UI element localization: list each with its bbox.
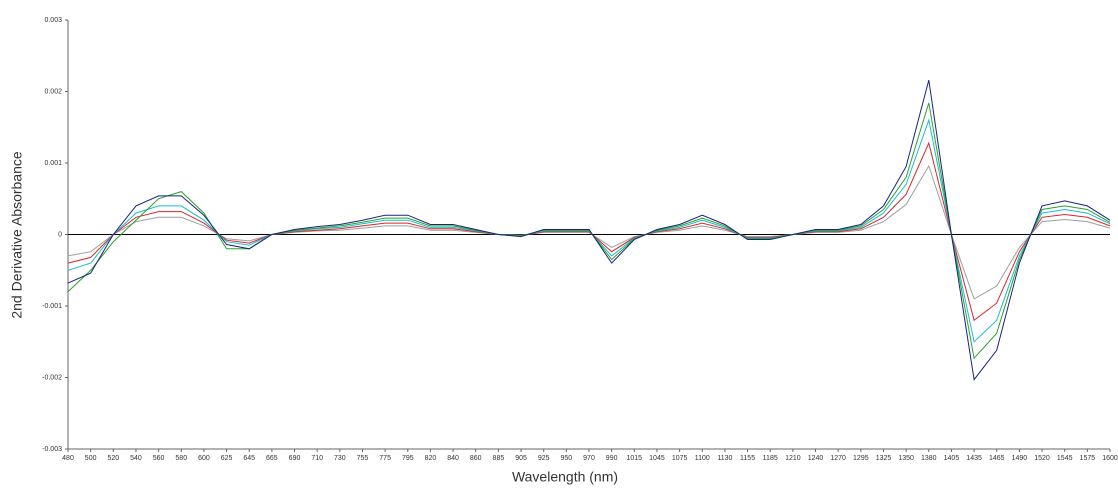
x-tick-label: 520 <box>107 455 119 462</box>
x-tick-label: 1520 <box>1034 455 1050 462</box>
x-tick-label: 1240 <box>808 455 824 462</box>
y-axis-label: 2nd Derivative Absorbance <box>9 151 25 319</box>
x-tick-label: 1435 <box>966 455 982 462</box>
x-tick-label: 885 <box>493 455 505 462</box>
x-tick-label: 1185 <box>763 455 778 462</box>
x-tick-label: 730 <box>334 455 346 462</box>
y-tick-label: 0.002 <box>44 88 62 95</box>
x-tick-label: 990 <box>606 455 618 462</box>
x-tick-label: 970 <box>583 455 595 462</box>
x-tick-label: 1270 <box>830 455 846 462</box>
x-tick-label: 1545 <box>1057 455 1073 462</box>
x-tick-label: 1490 <box>1012 455 1028 462</box>
x-tick-label: 820 <box>425 455 437 462</box>
x-tick-label: 1350 <box>898 455 914 462</box>
y-tick-label: 0 <box>58 231 62 238</box>
y-tick-label: 0.001 <box>44 160 62 167</box>
x-tick-label: 1405 <box>944 455 960 462</box>
y-tick-label: 0.003 <box>44 17 62 24</box>
x-tick-label: 665 <box>266 455 278 462</box>
x-tick-label: 860 <box>470 455 482 462</box>
x-tick-label: 905 <box>515 455 527 462</box>
y-tick-label: -0.003 <box>42 446 62 453</box>
spectrum-line <box>67 79 1111 381</box>
x-tick-label: 500 <box>85 455 97 462</box>
x-tick-label: 1575 <box>1080 455 1096 462</box>
y-tick-label: -0.002 <box>42 374 62 381</box>
x-tick-label: 480 <box>62 455 74 462</box>
x-tick-label: 1015 <box>627 455 643 462</box>
x-tick-label: 775 <box>379 455 391 462</box>
x-tick-label: 710 <box>311 455 323 462</box>
x-tick-label: 950 <box>561 455 573 462</box>
x-tick-label: 1075 <box>672 455 688 462</box>
x-tick-label: 1210 <box>785 455 801 462</box>
x-tick-label: 1465 <box>989 455 1005 462</box>
x-tick-label: 560 <box>153 455 165 462</box>
spectrum-line <box>67 164 1111 300</box>
x-tick-label: 645 <box>243 455 255 462</box>
x-tick-label: 600 <box>198 455 210 462</box>
spectrum-line <box>67 141 1111 322</box>
x-tick-label: 1100 <box>695 455 710 462</box>
x-tick-label: 1325 <box>876 455 892 462</box>
x-tick-label: 795 <box>402 455 414 462</box>
x-tick-label: 1045 <box>649 455 665 462</box>
x-tick-label: 1295 <box>853 455 869 462</box>
x-tick-label: 1380 <box>921 455 937 462</box>
x-tick-label: 925 <box>538 455 550 462</box>
x-tick-label: 840 <box>447 455 459 462</box>
x-axis-label: Wavelength (nm) <box>512 469 618 485</box>
x-tick-label: 1155 <box>740 455 755 462</box>
x-tick-label: 625 <box>221 455 233 462</box>
y-tick-label: -0.001 <box>42 303 62 310</box>
x-tick-label: 1130 <box>717 455 732 462</box>
x-tick-label: 580 <box>175 455 187 462</box>
x-tick-label: 690 <box>289 455 301 462</box>
x-tick-label: 540 <box>130 455 142 462</box>
spectrum-line <box>67 102 1111 360</box>
x-tick-label: 755 <box>357 455 369 462</box>
x-tick-label: 1600 <box>1102 455 1118 462</box>
